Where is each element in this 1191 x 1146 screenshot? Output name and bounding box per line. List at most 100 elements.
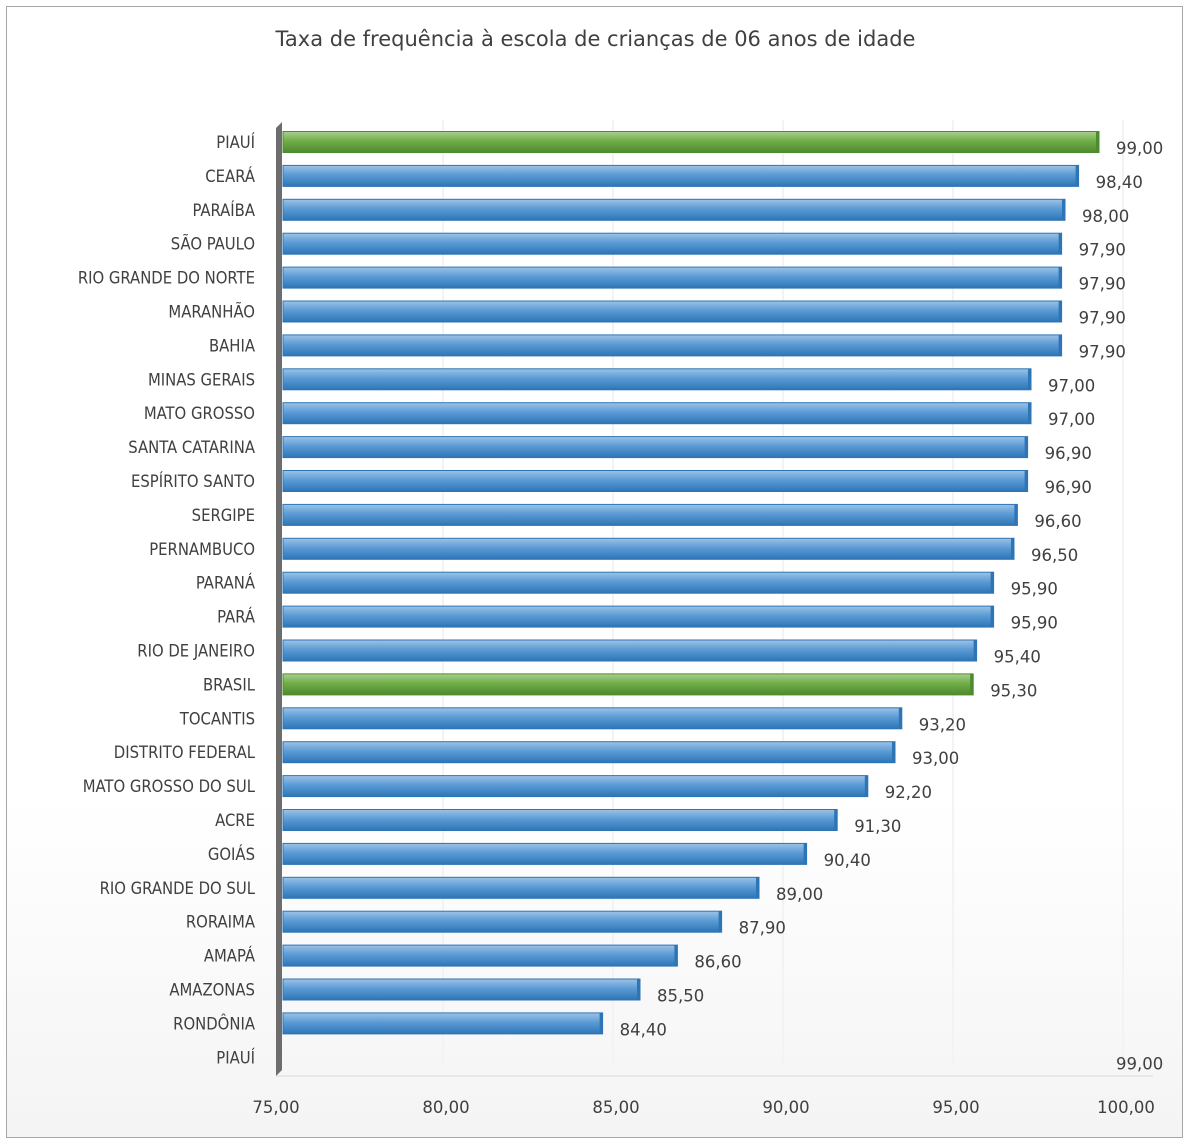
bar-end-cap (1058, 267, 1062, 289)
bar (282, 334, 1063, 357)
bar (282, 910, 723, 933)
bar-end-cap (599, 1012, 603, 1034)
bar (282, 944, 678, 967)
bar-body (282, 232, 1063, 255)
data-label: 95,90 (1011, 580, 1058, 599)
bar-body (282, 402, 1032, 425)
x-tick-label: 100,00 (1097, 1098, 1155, 1117)
category-label: SERGIPE (192, 506, 255, 525)
category-label: ESPÍRITO SANTO (131, 472, 255, 491)
bar-body (282, 131, 1100, 153)
bar (282, 775, 869, 798)
data-label: 90,40 (824, 851, 871, 870)
bar-end-cap (990, 606, 994, 628)
data-label: 84,40 (620, 1020, 667, 1039)
x-tick-label: 85,00 (592, 1098, 639, 1117)
bar-body (282, 673, 974, 696)
data-label: 98,00 (1082, 207, 1129, 226)
data-label: 97,00 (1048, 376, 1095, 395)
category-label: SANTA CATARINA (128, 438, 256, 457)
data-label: 99,00 (1116, 1054, 1163, 1073)
bar-end-cap (834, 809, 838, 831)
category-label: PARANÁ (196, 574, 256, 593)
bar-body (282, 944, 678, 967)
bar (282, 131, 1100, 153)
bar (282, 470, 1029, 492)
bar-end-cap (864, 775, 868, 797)
bar (282, 164, 1080, 187)
bar (282, 232, 1063, 255)
category-label: TOCANTIS (179, 709, 255, 728)
bar (282, 402, 1032, 425)
data-label: 96,90 (1045, 444, 1092, 463)
category-label: AMAZONAS (169, 981, 255, 1000)
category-label: BRASIL (203, 675, 256, 694)
bar-body (282, 334, 1063, 357)
bar-end-cap (637, 979, 640, 1000)
bar (282, 741, 896, 764)
data-label: 93,20 (919, 715, 966, 734)
bar-body (282, 741, 896, 764)
bar-body (282, 809, 838, 831)
data-label: 96,90 (1045, 478, 1092, 497)
bar-end-cap (718, 911, 722, 933)
bar-end-cap (1024, 436, 1028, 458)
bar-end-cap (1058, 233, 1062, 255)
data-label: 87,90 (739, 919, 786, 938)
bar-body (282, 503, 1018, 526)
bar-body (282, 842, 808, 865)
data-label: 95,90 (1011, 614, 1058, 633)
data-label: 92,20 (885, 783, 932, 802)
x-tick-label: 80,00 (422, 1098, 469, 1117)
bar-body (282, 639, 978, 662)
x-tick-label: 90,00 (762, 1098, 809, 1117)
bar (282, 571, 995, 594)
bar-end-cap (892, 741, 895, 763)
bar-end-cap (1062, 199, 1065, 221)
x-tick-label: 95,00 (932, 1098, 979, 1117)
bar (282, 537, 1015, 560)
data-label: 99,00 (1116, 139, 1163, 158)
category-label: RIO DE JANEIRO (137, 642, 255, 661)
category-label: DISTRITO FEDERAL (114, 743, 256, 762)
category-label: CEARÁ (205, 167, 256, 186)
bar-body (282, 537, 1015, 560)
data-label: 91,30 (854, 817, 901, 836)
bar-end-cap (990, 572, 994, 594)
bar (282, 1012, 604, 1035)
bar-body (282, 300, 1063, 323)
bar (282, 707, 903, 730)
bar (282, 842, 808, 865)
data-label: 95,40 (994, 648, 1041, 667)
bar (282, 639, 978, 662)
bar (282, 198, 1066, 221)
bar-body (282, 876, 760, 899)
bar-body (282, 164, 1080, 187)
data-label: 85,50 (657, 987, 704, 1006)
category-label: PERNAMBUCO (149, 540, 255, 559)
bar (282, 368, 1032, 391)
category-label: BAHIA (209, 336, 256, 355)
data-label: 93,00 (912, 749, 959, 768)
y-axis-line (276, 122, 282, 1076)
chart-title: Taxa de frequência à escola de crianças … (275, 27, 916, 51)
bar-end-cap (1014, 504, 1018, 526)
bar (282, 300, 1063, 323)
category-label: RIO GRANDE DO SUL (100, 879, 256, 898)
category-label: RIO GRANDE DO NORTE (78, 269, 255, 288)
bar (282, 673, 974, 696)
data-label: 98,40 (1096, 173, 1143, 192)
bar-end-cap (756, 877, 759, 899)
category-label: PIAUÍ (216, 133, 255, 152)
category-label: RORAIMA (186, 913, 256, 932)
bar-body (282, 266, 1063, 289)
bar-end-cap (674, 945, 678, 967)
bar-end-cap (1058, 334, 1062, 356)
category-label: MINAS GERAIS (148, 370, 255, 389)
bar-body (282, 470, 1029, 492)
category-label: MARANHÃO (168, 303, 255, 322)
bar-body (282, 436, 1029, 459)
bar-body (282, 571, 995, 594)
bar-end-cap (803, 843, 807, 865)
